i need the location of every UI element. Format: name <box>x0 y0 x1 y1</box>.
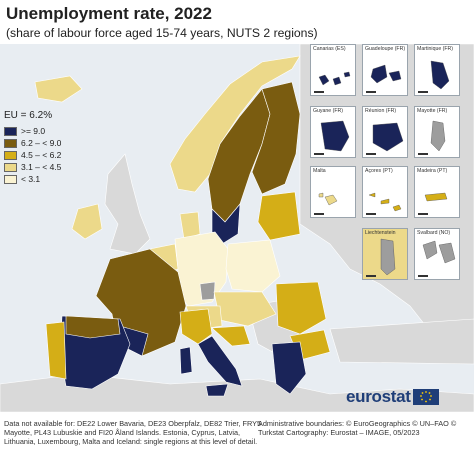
land-iceland <box>34 75 83 103</box>
scale-bar <box>314 153 324 155</box>
inset-region <box>320 120 350 152</box>
inset-label: Mayotte (FR) <box>417 108 448 114</box>
inset-shape <box>366 122 404 155</box>
scale-bar <box>366 153 376 155</box>
region-portugal <box>45 321 67 380</box>
region-germany-nodata <box>199 281 216 301</box>
inset-shape <box>418 60 450 93</box>
inset-label: Liechtenstein <box>365 230 396 236</box>
land-ireland <box>71 203 103 240</box>
inset-shape <box>366 238 396 277</box>
legend-swatch <box>4 150 17 160</box>
legend-swatch <box>4 162 17 172</box>
region-greece <box>271 341 307 395</box>
inset-region <box>372 122 404 152</box>
inset-map: Liechtenstein <box>362 228 408 280</box>
map-subtitle: (share of labour force aged 15-74 years,… <box>6 26 318 40</box>
legend-item: 3.1 – < 4.5 <box>4 161 78 173</box>
inset-shape <box>418 240 456 277</box>
inset-map: Réunion (FR) <box>362 106 408 158</box>
legend-item: >= 9.0 <box>4 125 78 137</box>
inset-region <box>370 64 402 84</box>
legend-swatch <box>4 138 17 148</box>
inset-region <box>318 192 338 206</box>
inset-map: Malta <box>310 166 356 218</box>
inset-map: Guadeloupe (FR) <box>362 44 408 96</box>
inset-label: Guyane (FR) <box>313 108 343 114</box>
inset-label: Svalbard (NO) <box>417 230 451 236</box>
scale-bar <box>366 275 376 277</box>
legend-label: 6.2 – < 9.0 <box>21 138 62 148</box>
inset-shape <box>418 120 446 155</box>
region-poland <box>225 239 281 293</box>
region-baltics <box>257 191 301 241</box>
inset-shape <box>366 192 402 215</box>
inset-label: Canarias (ES) <box>313 46 346 52</box>
logo-text: eurostat <box>346 387 411 406</box>
inset-shape <box>314 192 338 215</box>
legend-item: 4.5 – < 6.2 <box>4 149 78 161</box>
legend-item: 6.2 – < 9.0 <box>4 137 78 149</box>
inset-region <box>368 192 402 212</box>
scale-bar <box>418 153 428 155</box>
map-title: Unemployment rate, 2022 <box>6 4 212 23</box>
legend-title: EU = 6.2% <box>4 110 53 121</box>
legend-label: >= 9.0 <box>21 126 46 136</box>
inset-region <box>430 60 450 90</box>
inset-region <box>380 238 396 276</box>
legend-label: < 3.1 <box>21 174 41 184</box>
scale-bar <box>418 91 428 93</box>
legend-item: < 3.1 <box>4 173 78 185</box>
inset-map: Martinique (FR) <box>414 44 460 96</box>
footer-note: Data not available for: DE22 Lower Bavar… <box>4 419 262 447</box>
inset-map: Svalbard (NO) <box>414 228 460 280</box>
region-sardinia <box>179 346 193 375</box>
scale-bar <box>314 213 324 215</box>
region-sicily <box>205 383 229 397</box>
inset-map: Mayotte (FR) <box>414 106 460 158</box>
inset-label: Martinique (FR) <box>417 46 454 52</box>
eu-stars-icon <box>412 389 439 405</box>
inset-shape <box>366 64 402 93</box>
inset-label: Réunion (FR) <box>365 108 397 114</box>
inset-shape <box>418 192 448 215</box>
inset-map: Guyane (FR) <box>310 106 356 158</box>
land-uk <box>104 153 151 255</box>
inset-region <box>430 120 446 152</box>
inset-region <box>318 71 351 86</box>
scale-bar <box>366 213 376 215</box>
legend: EU = 6.2% >= 9.0 6.2 – < 9.0 4.5 – < 6.2 3.… <box>4 110 78 185</box>
inset-label: Guadeloupe (FR) <box>365 46 406 52</box>
inset-label: Madeira (PT) <box>417 168 448 174</box>
legend-label: 3.1 – < 4.5 <box>21 162 62 172</box>
region-finland <box>251 81 301 195</box>
legend-swatch <box>4 174 17 184</box>
inset-label: Malta <box>313 168 326 174</box>
legend-label: 4.5 – < 6.2 <box>21 150 62 160</box>
region-italy-south <box>197 335 243 387</box>
legend-swatch <box>4 126 17 136</box>
scale-bar <box>366 91 376 93</box>
admin-note: Administrative boundaries: © EuroGeograp… <box>258 419 457 438</box>
region-croatia <box>211 325 251 347</box>
inset-map: Açores (PT) <box>362 166 408 218</box>
inset-map: Madeira (PT) <box>414 166 460 218</box>
inset-shape <box>314 120 350 155</box>
region-spain-north <box>65 315 121 339</box>
region-sweden-south <box>211 203 241 245</box>
region-norway <box>169 55 301 193</box>
inset-label: Açores (PT) <box>365 168 393 174</box>
region-denmark <box>179 211 201 240</box>
inset-shape <box>314 71 351 93</box>
scale-bar <box>418 275 428 277</box>
inset-region <box>422 240 456 264</box>
region-romania <box>275 281 327 335</box>
scale-bar <box>314 91 324 93</box>
scale-bar <box>418 213 428 215</box>
region-italy-north <box>179 308 213 345</box>
inset-region <box>424 192 448 202</box>
eurostat-logo: eurostat <box>346 386 439 408</box>
inset-map: Canarias (ES) <box>310 44 356 96</box>
land-turkey <box>329 318 474 365</box>
